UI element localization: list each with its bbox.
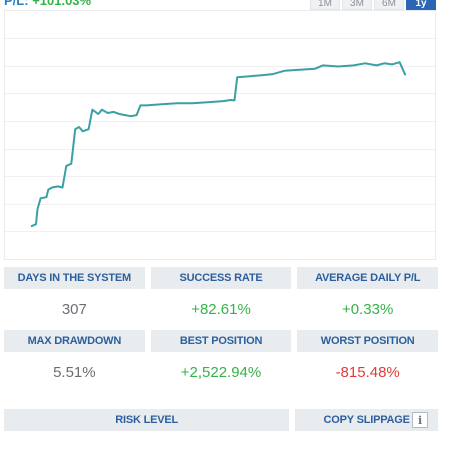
info-icon[interactable]: i: [412, 412, 428, 428]
max-drawdown-value: 5.51%: [53, 364, 96, 381]
copy-slippage-label: COPY SLIPPAGE: [323, 414, 410, 426]
chart-grid: [5, 38, 435, 232]
max-drawdown-header: MAX DRAWDOWN: [4, 330, 145, 352]
stats-value-row-1: 307 +82.61% +0.33%: [4, 289, 438, 330]
avg-daily-pl-value: +0.33%: [342, 301, 394, 318]
stats-header-row-3: RISK LEVEL COPY SLIPPAGE i: [4, 409, 438, 431]
performance-chart: [4, 10, 436, 260]
tab-1y[interactable]: 1y: [406, 0, 436, 10]
stats-value-row-2: 5.51% +2,522.94% -815.48%: [4, 352, 438, 393]
performance-chart-svg: [5, 38, 435, 232]
days-in-system-header: DAYS IN THE SYSTEM: [4, 267, 145, 289]
best-position-value: +2,522.94%: [180, 364, 262, 381]
tab-6m[interactable]: 6M: [374, 0, 404, 10]
avg-daily-pl-header: AVERAGE DAILY P/L: [297, 267, 439, 289]
stats-grid: DAYS IN THE SYSTEM SUCCESS RATE AVERAGE …: [4, 267, 439, 431]
success-rate-header: SUCCESS RATE: [150, 267, 292, 289]
pl-value: +101.03%: [32, 0, 92, 8]
pl-summary: P/L: +101.03%: [4, 0, 91, 8]
range-tabs: 1M 3M 6M 1y: [310, 0, 436, 10]
tab-3m[interactable]: 3M: [342, 0, 372, 10]
stats-header-row-1: DAYS IN THE SYSTEM SUCCESS RATE AVERAGE …: [4, 267, 439, 289]
tab-1m[interactable]: 1M: [310, 0, 340, 10]
best-position-header: BEST POSITION: [150, 330, 292, 352]
success-rate-value: +82.61%: [191, 301, 251, 318]
performance-line: [30, 61, 407, 228]
copy-slippage-header: COPY SLIPPAGE i: [295, 409, 438, 431]
days-in-system-value: 307: [61, 301, 87, 318]
pl-label: P/L:: [4, 0, 29, 8]
stats-header-row-2: MAX DRAWDOWN BEST POSITION WORST POSITIO…: [4, 330, 439, 352]
worst-position-header: WORST POSITION: [297, 330, 439, 352]
performance-header: P/L: +101.03% 1M 3M 6M 1y: [0, 0, 450, 10]
risk-level-header: RISK LEVEL: [4, 409, 290, 431]
worst-position-value: -815.48%: [335, 364, 400, 381]
